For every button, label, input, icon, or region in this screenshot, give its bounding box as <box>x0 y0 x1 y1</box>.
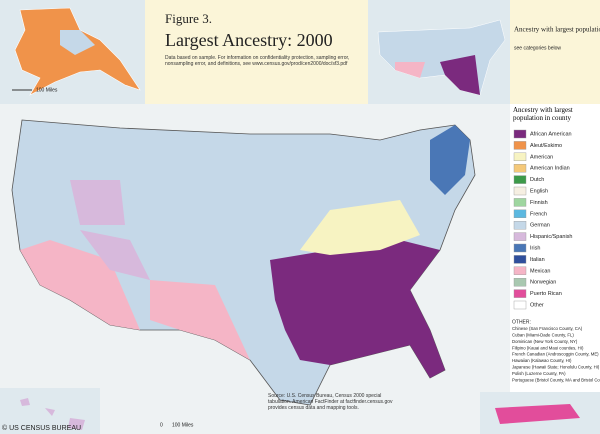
other-item: Dominican (New York County, NY) <box>512 339 578 344</box>
other-heading: OTHER: <box>512 319 531 325</box>
legend-swatch <box>513 266 527 275</box>
legend: African American Aleut/Eskimo American Amer… <box>513 129 573 310</box>
legend-swatch <box>513 289 527 298</box>
title: Largest Ancestry: 2000 <box>165 30 333 50</box>
scale-label: 100 Miles <box>36 87 58 93</box>
legend-label: American Indian <box>530 166 570 172</box>
legend-swatch <box>513 129 527 139</box>
other-item: Cuban (Miami-Dade County, FL) <box>512 333 574 338</box>
source: Source: U.S. Census Bureau, Census 2000 … <box>268 393 393 411</box>
scale-label: 0 <box>160 422 163 428</box>
source-box: Source: U.S. Census Bureau, Census 2000 … <box>268 393 393 411</box>
puerto-rico <box>495 404 580 424</box>
legend-label: Irish <box>530 245 540 251</box>
legend-label: African American <box>530 131 572 137</box>
region <box>300 200 420 255</box>
legend-label: Aleut/Eskimo <box>530 143 562 149</box>
note-box: Data based on sample. For information on… <box>165 55 350 67</box>
legend-swatch <box>513 163 527 173</box>
legend-label: Puerto Rican <box>530 291 562 297</box>
hawaii <box>20 398 85 430</box>
other-item: Portuguese (Bristol County, MA and Brist… <box>512 377 600 382</box>
scale-label: 100 Miles <box>172 422 194 428</box>
legend-label: French <box>530 211 547 217</box>
legend-swatch <box>513 209 527 219</box>
legend-swatch <box>513 152 527 162</box>
state-inset-title: Ancestry with largest population in stat… <box>514 26 600 34</box>
legend-label: American <box>530 154 553 160</box>
note: Data based on sample. For information on… <box>165 55 350 67</box>
legend-swatch <box>513 141 527 150</box>
legend-swatch <box>513 198 527 207</box>
region <box>150 280 250 360</box>
other-list: OTHER:Chinese (San Francisco County, CA)… <box>512 319 600 382</box>
legend-label: Norwegian <box>530 280 556 286</box>
state-region <box>395 62 425 78</box>
region <box>270 240 445 378</box>
state-region <box>440 55 480 95</box>
other-item: Polish (Luzerne County, PA) <box>512 371 566 376</box>
legend-label: English <box>530 188 548 194</box>
legend-swatch <box>513 278 527 287</box>
legend-label: German <box>530 223 550 229</box>
legend-swatch <box>513 243 527 253</box>
region <box>80 230 150 280</box>
other-item: Filipino (Kauai and Maui counties, HI) <box>512 345 584 350</box>
other-item: Japanese (Hawaii State; Honolulu County,… <box>512 365 600 370</box>
watermark: © US CENSUS BUREAU <box>2 424 81 432</box>
legend-title-box: Ancestry with largest population in coun… <box>513 106 573 122</box>
legend-label: Dutch <box>530 177 544 183</box>
state-inset-subtitle: see categories below <box>514 45 561 51</box>
legend-swatch <box>513 255 527 264</box>
legend-swatch <box>513 186 527 196</box>
other-item: Chinese (San Francisco County, CA) <box>512 326 583 331</box>
other-item: French Canadian (Androscoggin County, ME… <box>512 352 599 357</box>
legend-swatch <box>513 220 527 230</box>
legend-label: Mexican <box>530 268 550 274</box>
legend-swatch <box>513 300 527 310</box>
legend-swatch <box>513 175 527 184</box>
figure-label: Figure 3. <box>165 11 212 26</box>
legend-swatch <box>513 232 527 241</box>
legend-label: Italian <box>530 257 545 263</box>
legend-label: Hispanic/Spanish <box>530 234 573 240</box>
legend-label: Other <box>530 302 544 308</box>
legend-label: Finnish <box>530 200 548 206</box>
legend-title: Ancestry with largest population in coun… <box>513 106 573 122</box>
other-item: Hawaiian (Kalawao County, HI) <box>512 358 572 363</box>
region <box>430 125 470 195</box>
alaska-region <box>60 30 95 55</box>
region <box>70 180 125 225</box>
